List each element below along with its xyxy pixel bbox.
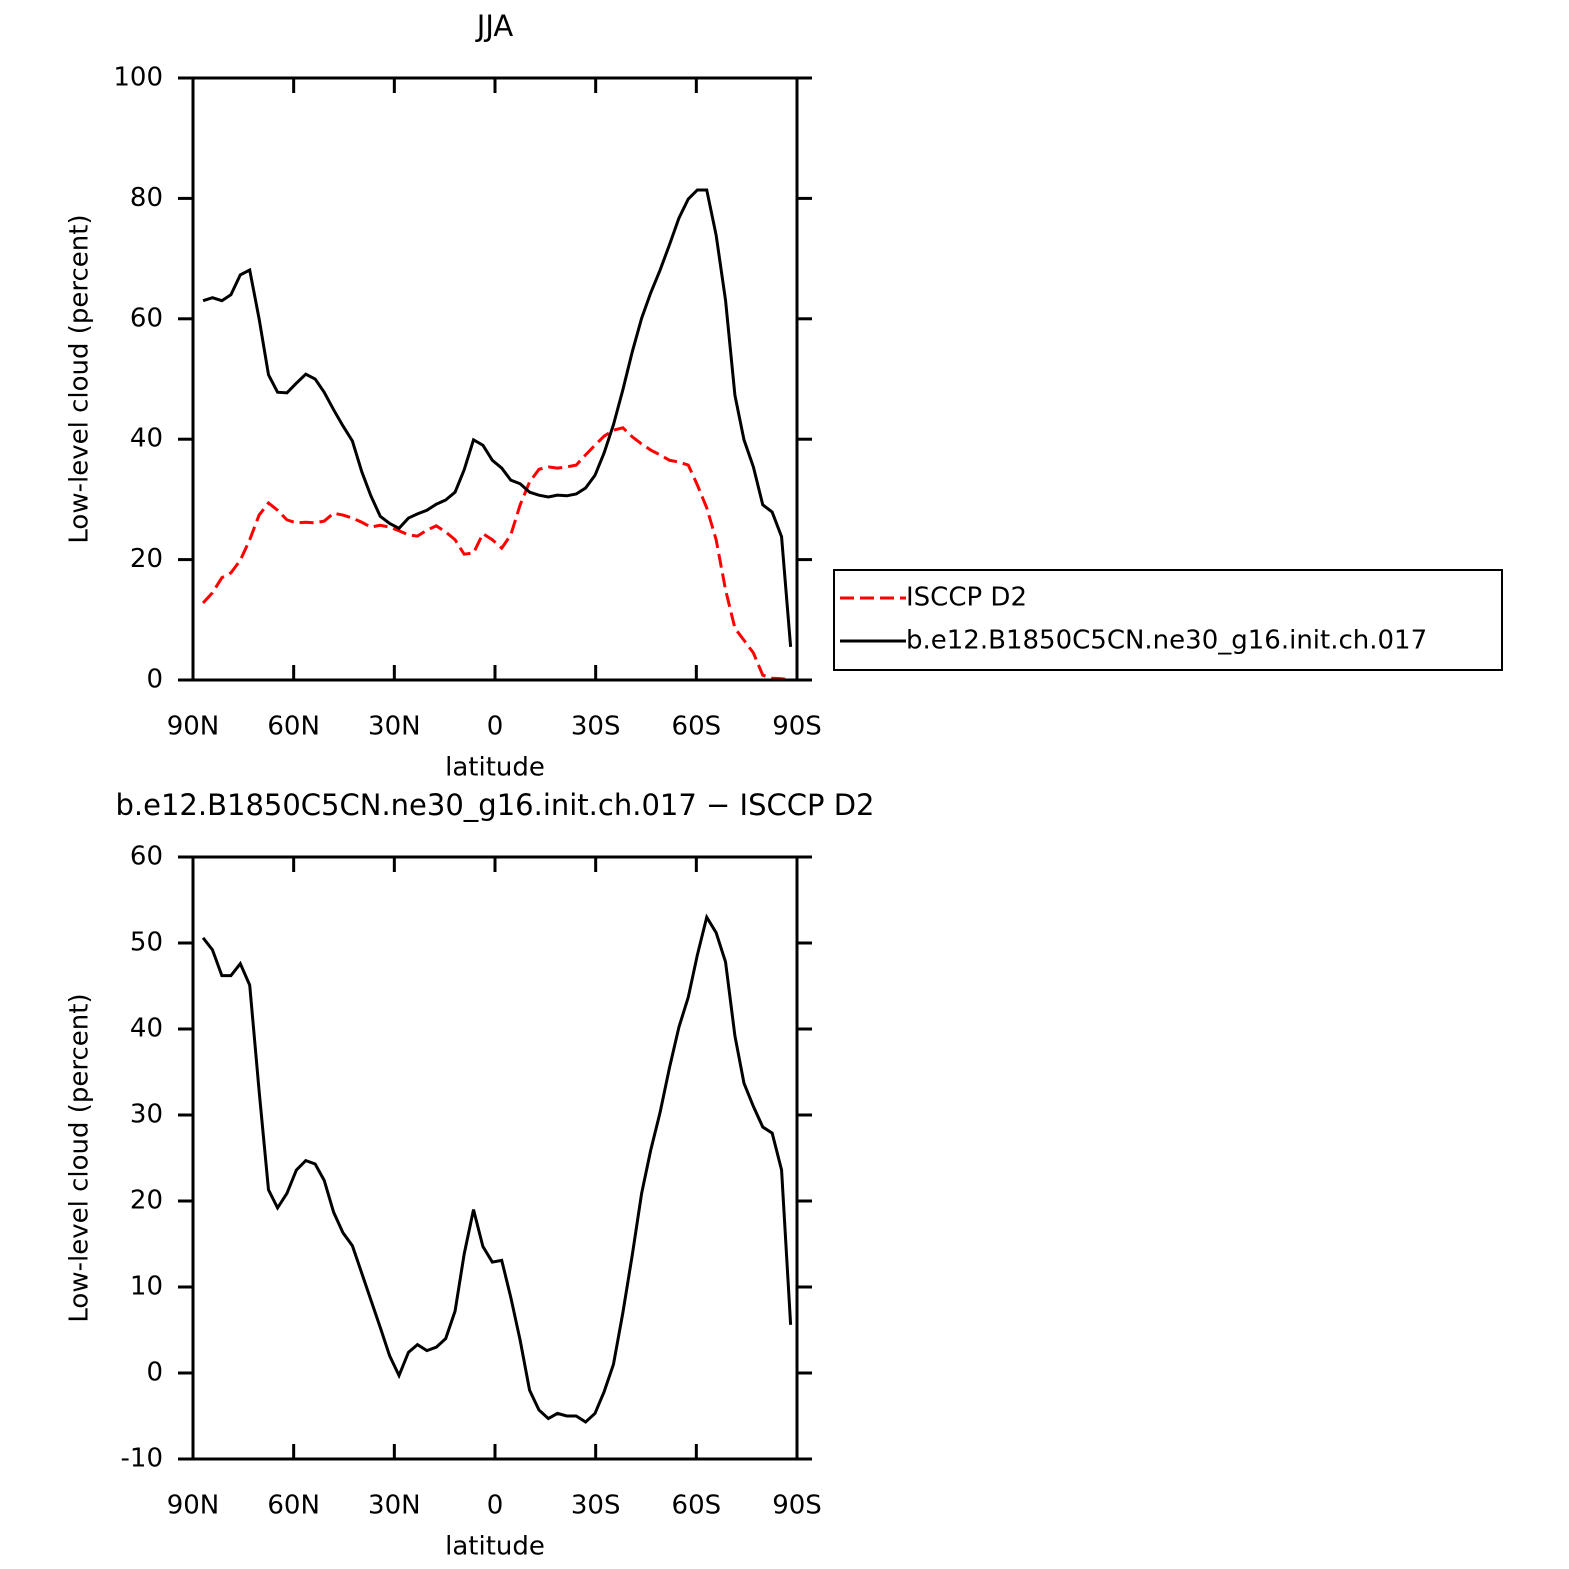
legend-box [833,569,1503,671]
y-tick-label: 40 [130,424,163,454]
x-tick-label: 60N [267,712,320,742]
x-tick-label: 90N [167,712,220,742]
y-tick-label: 60 [130,842,163,872]
x-tick-label: 30N [368,712,421,742]
y-tick-label: 0 [146,1358,163,1388]
y-tick-label: 100 [113,63,163,93]
x-tick-label: 90S [772,712,822,742]
x-axis-label: latitude [445,1532,545,1562]
x-tick-label: 0 [487,1491,504,1521]
x-tick-label: 60S [672,1491,722,1521]
x-tick-label: 90S [772,1491,822,1521]
legend-label: ISCCP D2 [906,583,1027,613]
y-axis-label: Low-level cloud (percent) [65,214,95,543]
y-axis-label: Low-level cloud (percent) [65,993,95,1322]
y-tick-label: 40 [130,1014,163,1044]
x-tick-label: 60S [672,712,722,742]
y-tick-label: 30 [130,1100,163,1130]
data-line [201,426,791,682]
data-line [202,188,793,648]
y-tick-label: -10 [121,1444,163,1474]
x-tick-label: 30S [571,1491,621,1521]
chart-title: JJA [475,9,514,43]
legend-label: b.e12.B1850C5CN.ne30_g16.init.ch.017 [906,626,1427,656]
x-axis-label: latitude [445,753,545,783]
y-tick-label: 50 [130,928,163,958]
chart-title: b.e12.B1850C5CN.ne30_g16.init.ch.017 − I… [116,788,875,822]
y-tick-label: 60 [130,303,163,333]
data-line [201,913,793,1424]
x-tick-label: 30S [571,712,621,742]
y-tick-label: 20 [130,1186,163,1216]
x-tick-label: 0 [487,712,504,742]
x-tick-label: 30N [368,1491,421,1521]
plot-frame [191,855,799,1461]
x-tick-label: 60N [267,1491,320,1521]
y-tick-label: 0 [146,665,163,695]
y-tick-label: 10 [130,1272,163,1302]
y-tick-label: 80 [130,183,163,213]
y-tick-label: 20 [130,544,163,574]
x-tick-label: 90N [167,1491,220,1521]
plot-frame [191,76,799,682]
